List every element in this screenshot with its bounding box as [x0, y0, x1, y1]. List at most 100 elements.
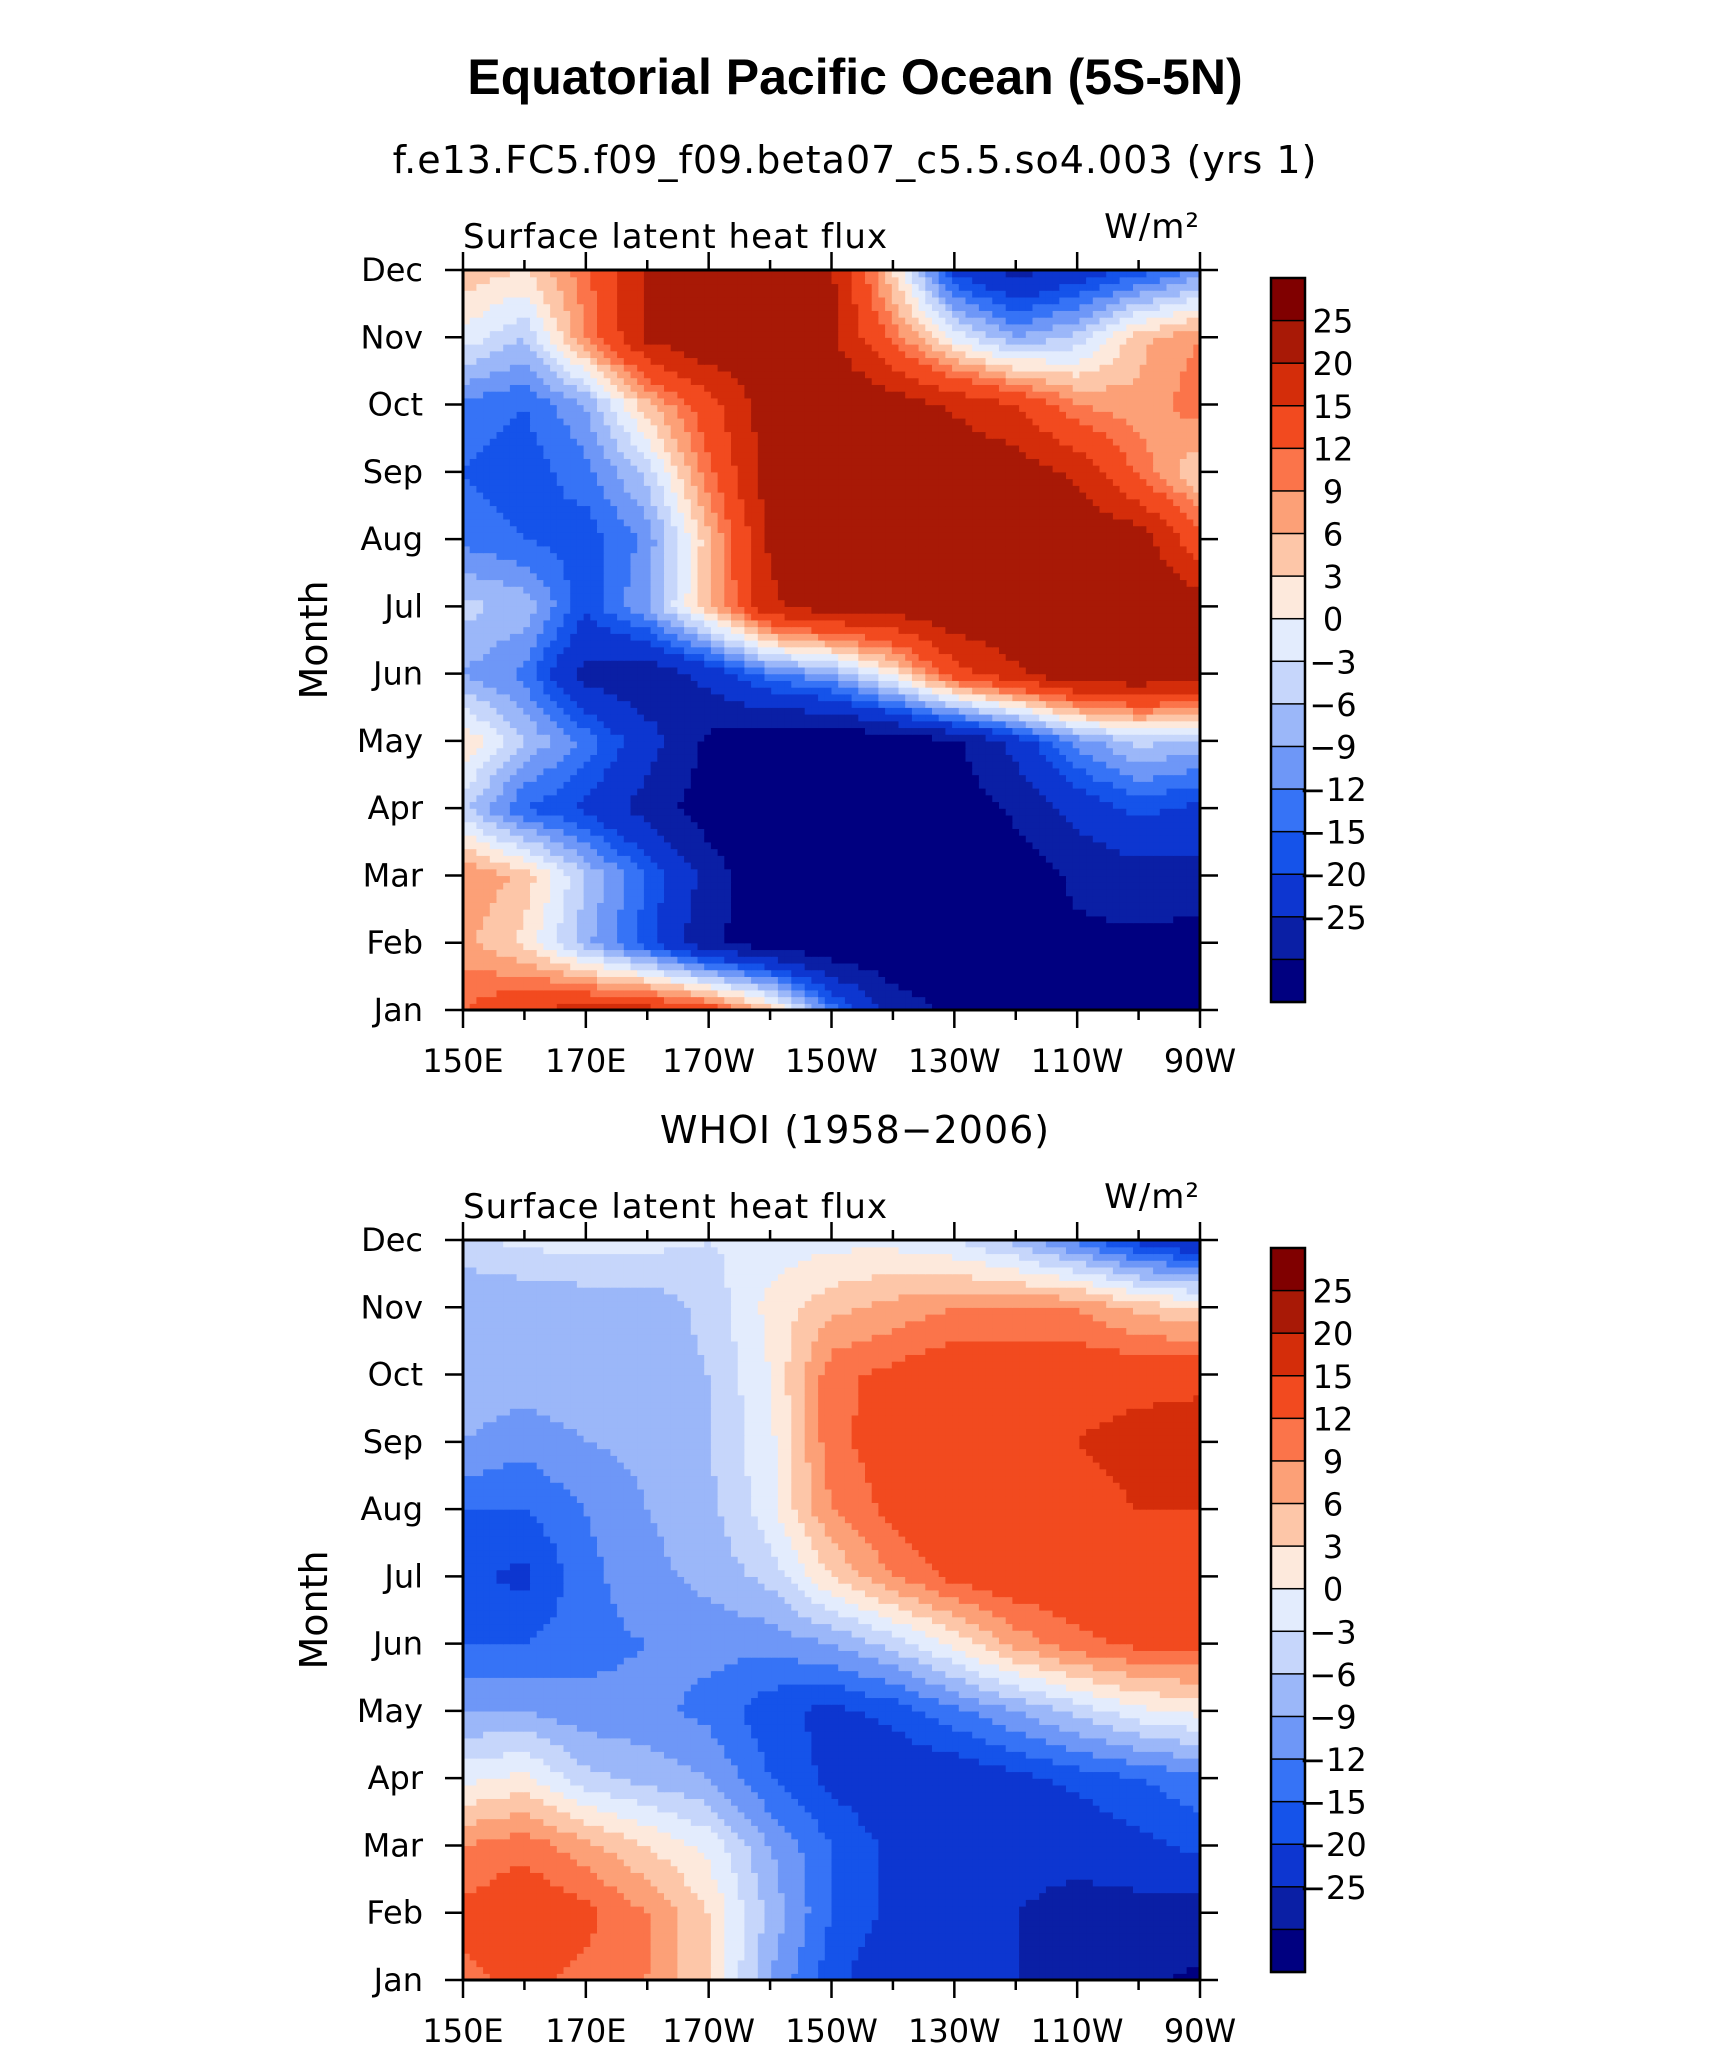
contour-cell — [851, 707, 859, 715]
contour-cell — [1186, 808, 1194, 816]
contour-cell — [603, 942, 611, 951]
contour-cell — [771, 942, 779, 951]
contour-cell — [630, 915, 638, 924]
contour-cell — [664, 794, 672, 803]
contour-cell — [1092, 714, 1101, 722]
contour-cell — [885, 808, 893, 816]
contour-cell — [550, 976, 558, 984]
contour-cell — [911, 855, 920, 863]
contour-cell — [657, 976, 665, 984]
contour-cell — [1126, 727, 1134, 735]
contour-cell — [563, 996, 571, 1004]
contour-cell — [1166, 942, 1174, 951]
contour-cell — [985, 862, 993, 870]
contour-cell — [1019, 875, 1027, 883]
contour-cell — [1039, 781, 1047, 789]
contour-cell — [543, 855, 551, 863]
contour-cell — [704, 727, 712, 735]
contour-cell — [563, 909, 571, 917]
contour-cell — [483, 909, 491, 917]
contour-cell — [637, 996, 645, 1004]
contour-cell — [576, 855, 585, 863]
contour-cell — [583, 915, 591, 924]
contour-cell — [597, 868, 605, 877]
contour-cell — [878, 962, 886, 971]
contour-cell — [1126, 801, 1134, 809]
contour-cell — [965, 862, 973, 870]
contour-cell — [764, 841, 772, 850]
contour-cell — [1133, 983, 1141, 991]
contour-cell — [1052, 962, 1060, 971]
contour-cell — [690, 841, 699, 850]
contour-cell — [1099, 794, 1107, 803]
contour-cell — [1186, 801, 1194, 809]
contour-cell — [731, 875, 739, 883]
contour-cell — [530, 808, 538, 816]
contour-cell — [972, 828, 980, 836]
contour-cell — [1106, 821, 1114, 829]
contour-cell — [1133, 936, 1141, 944]
contour-cell — [851, 814, 859, 823]
contour-cell — [550, 942, 558, 951]
contour-cell — [1005, 828, 1013, 836]
contour-cell — [865, 821, 873, 829]
contour-cell — [623, 727, 632, 735]
contour-cell — [1025, 781, 1034, 789]
contour-cell — [697, 814, 705, 823]
contour-cell — [717, 714, 725, 722]
contour-cell — [945, 983, 953, 991]
contour-cell — [811, 976, 819, 984]
contour-cell — [771, 929, 779, 937]
contour-cell — [777, 996, 786, 1004]
contour-cell — [603, 929, 611, 937]
contour-cell — [603, 720, 611, 729]
contour-cell — [918, 989, 926, 998]
contour-cell — [952, 835, 960, 843]
contour-cell — [777, 740, 786, 749]
contour-cell — [791, 747, 799, 755]
contour-cell — [811, 808, 819, 816]
contour-cell — [556, 868, 565, 877]
contour-cell — [811, 868, 819, 877]
contour-cell — [724, 949, 732, 957]
contour-cell — [630, 848, 638, 856]
contour-cell — [650, 727, 658, 735]
contour-cell — [1092, 774, 1101, 782]
contour-cell — [684, 969, 692, 977]
contour-cell — [751, 983, 759, 991]
contour-cell — [530, 868, 538, 877]
contour-cell — [978, 929, 987, 937]
contour-cell — [851, 841, 859, 850]
contour-cell — [630, 801, 638, 809]
contour-cell — [597, 781, 605, 789]
contour-cell — [978, 1003, 987, 1011]
contour-cell — [898, 942, 906, 951]
contour-cell — [637, 922, 645, 930]
contour-cell — [1092, 828, 1101, 836]
contour-cell — [958, 828, 967, 836]
contour-cell — [938, 808, 946, 816]
contour-cell — [1173, 740, 1181, 749]
contour-cell — [1146, 767, 1154, 776]
contour-cell — [1086, 828, 1094, 836]
contour-cell — [885, 848, 893, 856]
contour-cell — [1086, 996, 1094, 1004]
contour-cell — [523, 788, 531, 796]
contour-cell — [469, 902, 477, 910]
contour-cell — [911, 1003, 920, 1011]
contour-cell — [1106, 976, 1114, 984]
contour-cell — [637, 835, 645, 843]
contour-cell — [597, 902, 605, 910]
contour-cell — [690, 740, 699, 749]
contour-cell — [1173, 983, 1181, 991]
contour-cell — [1119, 956, 1127, 964]
contour-cell — [777, 909, 786, 917]
contour-cell — [844, 996, 853, 1004]
contour-cell — [463, 956, 471, 964]
contour-cell — [690, 747, 699, 755]
contour-cell — [623, 915, 632, 924]
contour-cell — [637, 983, 645, 991]
contour-cell — [1126, 794, 1134, 803]
contour-cell — [463, 882, 471, 890]
contour-cell — [684, 976, 692, 984]
